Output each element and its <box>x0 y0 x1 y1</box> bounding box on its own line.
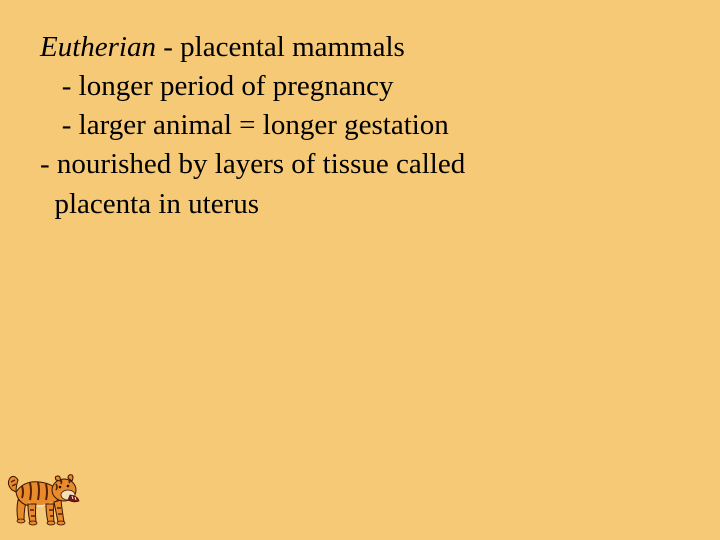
tiger-svg <box>6 470 84 526</box>
line-3: - larger animal = longer gestation <box>40 106 680 145</box>
line-1: Eutherian - placental mammals <box>40 28 680 67</box>
line-4: - nourished by layers of tissue called <box>40 145 680 184</box>
line-2: - longer period of pregnancy <box>40 67 680 106</box>
slide-text-block: Eutherian - placental mammals - longer p… <box>40 28 680 224</box>
term-italic: Eutherian <box>40 31 156 63</box>
line-1-rest: - placental mammals <box>156 31 405 63</box>
line-5: placenta in uterus <box>40 185 680 224</box>
tiger-icon <box>6 470 84 526</box>
